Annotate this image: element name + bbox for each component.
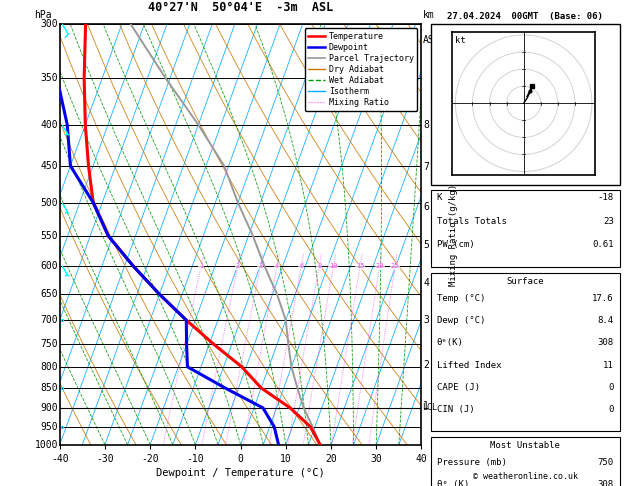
Text: 350: 350 <box>40 73 58 83</box>
Text: 400: 400 <box>40 120 58 130</box>
Text: 10: 10 <box>329 263 338 269</box>
Text: Totals Totals: Totals Totals <box>437 217 506 226</box>
Text: 17.6: 17.6 <box>593 294 614 303</box>
Text: 700: 700 <box>40 315 58 325</box>
Text: 11: 11 <box>603 361 614 370</box>
Text: 1: 1 <box>199 263 203 269</box>
Text: 2: 2 <box>423 360 429 369</box>
Text: 8.4: 8.4 <box>598 316 614 325</box>
Legend: Temperature, Dewpoint, Parcel Trajectory, Dry Adiabat, Wet Adiabat, Isotherm, Mi: Temperature, Dewpoint, Parcel Trajectory… <box>305 29 417 111</box>
Text: Temp (°C): Temp (°C) <box>437 294 485 303</box>
Text: Most Unstable: Most Unstable <box>490 441 560 450</box>
Text: 300: 300 <box>40 19 58 29</box>
Text: Mixing Ratio (g/kg): Mixing Ratio (g/kg) <box>450 183 459 286</box>
Text: PW (cm): PW (cm) <box>437 240 474 249</box>
Text: 7: 7 <box>423 162 429 172</box>
Text: θᵉ (K): θᵉ (K) <box>437 480 469 486</box>
Text: 900: 900 <box>40 403 58 413</box>
Text: 4: 4 <box>423 278 429 288</box>
Text: Dewp (°C): Dewp (°C) <box>437 316 485 325</box>
Text: 0.61: 0.61 <box>593 240 614 249</box>
Text: 0: 0 <box>608 383 614 392</box>
Text: Surface: Surface <box>506 277 544 286</box>
Bar <box>431 273 620 431</box>
Text: 600: 600 <box>40 261 58 271</box>
Bar <box>431 190 620 267</box>
Text: 15: 15 <box>356 263 364 269</box>
Text: 650: 650 <box>40 289 58 299</box>
Text: 950: 950 <box>40 422 58 432</box>
Text: 1: 1 <box>423 401 429 411</box>
Text: 8: 8 <box>317 263 321 269</box>
Text: km: km <box>423 10 435 20</box>
Bar <box>431 437 620 486</box>
Text: 850: 850 <box>40 383 58 393</box>
Text: 450: 450 <box>40 161 58 171</box>
Text: Lifted Index: Lifted Index <box>437 361 501 370</box>
Text: 1000: 1000 <box>35 440 58 450</box>
Text: © weatheronline.co.uk: © weatheronline.co.uk <box>473 472 577 481</box>
Text: 750: 750 <box>598 458 614 467</box>
Text: 6: 6 <box>299 263 303 269</box>
Text: 25: 25 <box>391 263 399 269</box>
Text: 3: 3 <box>258 263 262 269</box>
Text: 0: 0 <box>608 405 614 415</box>
Text: kt: kt <box>455 36 465 45</box>
Text: 2: 2 <box>235 263 240 269</box>
Text: 500: 500 <box>40 198 58 208</box>
Text: θᵉ(K): θᵉ(K) <box>437 338 464 347</box>
Text: 4: 4 <box>275 263 279 269</box>
Text: 40°27'N  50°04'E  -3m  ASL: 40°27'N 50°04'E -3m ASL <box>148 1 333 14</box>
Text: 308: 308 <box>598 338 614 347</box>
Text: K: K <box>437 193 442 203</box>
Text: CAPE (J): CAPE (J) <box>437 383 480 392</box>
Text: 5: 5 <box>423 241 429 250</box>
Text: -18: -18 <box>598 193 614 203</box>
Text: CIN (J): CIN (J) <box>437 405 474 415</box>
Text: LCL: LCL <box>422 403 437 413</box>
Text: 27.04.2024  00GMT  (Base: 06): 27.04.2024 00GMT (Base: 06) <box>447 12 603 21</box>
Bar <box>431 24 620 185</box>
Text: 800: 800 <box>40 362 58 372</box>
Text: 6: 6 <box>423 202 429 212</box>
Text: 750: 750 <box>40 339 58 349</box>
Text: hPa: hPa <box>35 10 52 20</box>
Text: 308: 308 <box>598 480 614 486</box>
Text: 550: 550 <box>40 231 58 241</box>
Text: ASL: ASL <box>423 35 441 45</box>
Text: 20: 20 <box>376 263 384 269</box>
Text: 3: 3 <box>423 315 429 325</box>
Text: 8: 8 <box>423 120 429 130</box>
Text: Pressure (mb): Pressure (mb) <box>437 458 506 467</box>
Text: 23: 23 <box>603 217 614 226</box>
X-axis label: Dewpoint / Temperature (°C): Dewpoint / Temperature (°C) <box>156 468 325 478</box>
